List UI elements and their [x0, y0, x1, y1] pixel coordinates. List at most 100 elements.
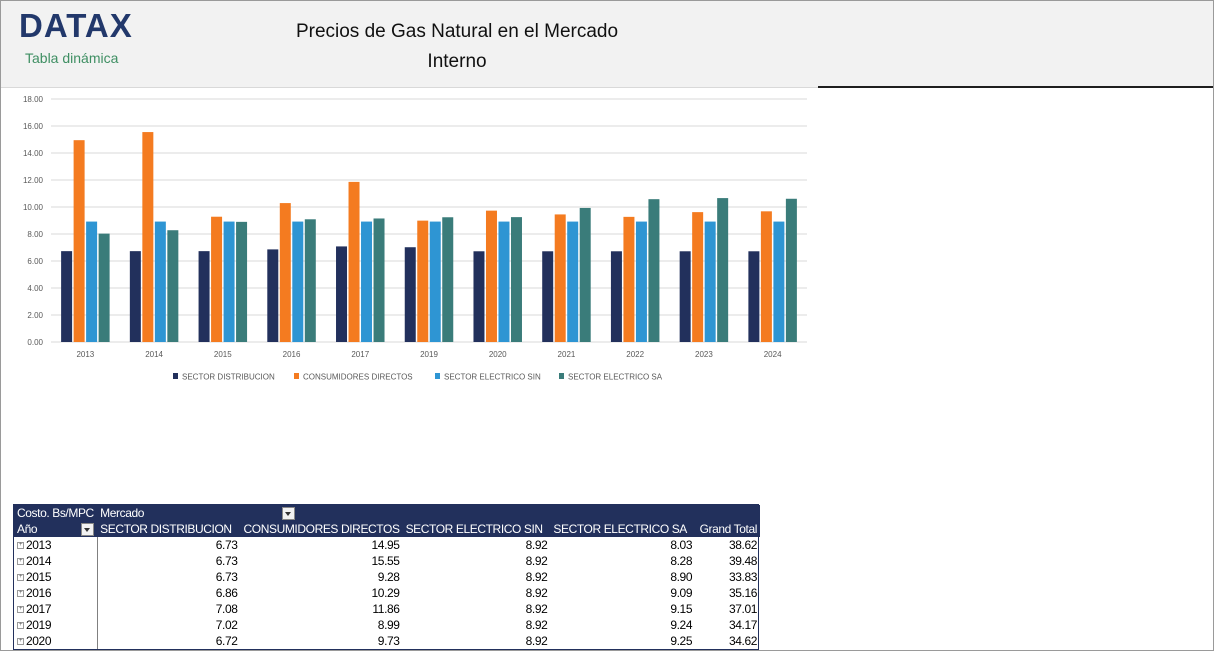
pivot-cell[interactable]: 8.03 — [670, 538, 693, 552]
pivot-column-header[interactable]: CONSUMIDORES DIRECTOS — [240, 521, 403, 537]
x-tick-label: 2023 — [695, 350, 713, 359]
pivot-cell[interactable]: 9.25 — [670, 634, 693, 648]
pivot-header-row-1: Costo. Bs/MPC Mercado — [14, 505, 760, 521]
pivot-cell[interactable]: 39.48 — [728, 554, 757, 568]
pivot-column-header[interactable]: SECTOR DISTRIBUCION — [97, 521, 241, 537]
header-divider — [818, 86, 1213, 88]
bar-2021-1 — [542, 251, 554, 342]
title-line-2: Interno — [427, 51, 487, 72]
pivot-cell[interactable]: 33.83 — [728, 570, 757, 584]
pivot-data-row: +2016 6.86 10.29 8.92 9.09 35.16 — [14, 585, 760, 601]
pivot-cell[interactable]: 34.17 — [728, 618, 757, 632]
bar-2017-2 — [348, 181, 360, 342]
pivot-row-year[interactable]: +2016 — [14, 585, 98, 601]
pivot-cell[interactable]: 9.09 — [670, 586, 693, 600]
pivot-cell[interactable]: 8.92 — [525, 618, 548, 632]
pivot-cell[interactable]: 34.62 — [728, 634, 757, 648]
x-tick-label: 2022 — [626, 350, 644, 359]
bar-2022-3 — [635, 221, 647, 342]
pivot-row-year[interactable]: +2020 — [14, 633, 98, 649]
pivot-cell[interactable]: 8.92 — [525, 538, 548, 552]
pivot-cell[interactable]: 7.02 — [215, 618, 238, 632]
pivot-row-year[interactable]: +2017 — [14, 601, 98, 617]
bar-2019-1 — [404, 247, 416, 342]
pivot-cell[interactable]: 35.16 — [728, 586, 757, 600]
bar-2020-2 — [485, 210, 497, 342]
pivot-cell[interactable]: 6.72 — [215, 634, 238, 648]
bar-2016-2 — [279, 203, 291, 342]
legend-swatch — [435, 373, 440, 379]
expand-icon[interactable]: + — [17, 606, 24, 614]
expand-icon[interactable]: + — [17, 590, 24, 598]
pivot-cell[interactable]: 9.15 — [670, 602, 693, 616]
pivot-cell[interactable]: 15.55 — [371, 554, 400, 568]
mercado-label: Mercado — [100, 506, 145, 520]
pivot-column-header[interactable]: SECTOR ELECTRICO SIN — [402, 521, 551, 537]
x-tick-label: 2020 — [489, 350, 507, 359]
pivot-cell[interactable]: 38.62 — [728, 538, 757, 552]
legend-swatch — [294, 373, 299, 379]
y-tick-label: 8.00 — [27, 230, 43, 239]
pivot-cell[interactable]: 9.28 — [377, 570, 400, 584]
pivot-data-row: +2019 7.02 8.99 8.92 9.24 34.17 — [14, 617, 760, 633]
bar-2016-4 — [304, 219, 316, 342]
expand-icon[interactable]: + — [17, 574, 24, 582]
pivot-cell[interactable]: 6.86 — [215, 586, 238, 600]
pivot-cell[interactable]: 37.01 — [728, 602, 757, 616]
pivot-cell[interactable]: 8.28 — [670, 554, 693, 568]
legend-label: SECTOR ELECTRICO SA — [568, 373, 663, 382]
pivot-table[interactable]: Costo. Bs/MPC Mercado Año SECTOR DISTRIB… — [14, 505, 760, 649]
pivot-cell[interactable]: 6.73 — [215, 554, 238, 568]
title-line-1: Precios de Gas Natural en el Mercado — [295, 21, 619, 42]
pivot-row-year[interactable]: +2014 — [14, 553, 98, 569]
bar-2013-1 — [61, 251, 73, 342]
bar-chart[interactable]: 0.00 2.00 4.00 6.00 8.00 10.00 12.00 14.00 16.00… — [11, 89, 811, 389]
pivot-data-row: +2017 7.08 11.86 8.92 9.15 37.01 — [14, 601, 760, 617]
pivot-cell[interactable]: 8.99 — [377, 618, 400, 632]
pivot-cell[interactable]: 7.08 — [215, 602, 238, 616]
bar-2023-3 — [704, 221, 716, 342]
pivot-cell[interactable]: 6.73 — [215, 570, 238, 584]
pivot-cell[interactable]: 8.92 — [525, 586, 548, 600]
pivot-cell[interactable]: 9.24 — [670, 618, 693, 632]
pivot-row-field: Año — [14, 521, 98, 537]
expand-icon[interactable]: + — [17, 542, 24, 550]
year-label: 2014 — [26, 554, 52, 568]
bar-2020-4 — [510, 217, 522, 342]
pivot-cell[interactable]: 8.92 — [525, 634, 548, 648]
pivot-cell[interactable]: 8.92 — [525, 570, 548, 584]
expand-icon[interactable]: + — [17, 622, 24, 630]
expand-icon[interactable]: + — [17, 558, 24, 566]
pivot-cell[interactable]: 8.92 — [525, 602, 548, 616]
pivot-row-year[interactable]: +2015 — [14, 569, 98, 585]
ano-label: Año — [17, 522, 38, 536]
pivot-cell[interactable]: 14.95 — [371, 538, 400, 552]
expand-icon[interactable]: + — [17, 638, 24, 646]
pivot-column-header[interactable]: Grand Total — [695, 521, 760, 537]
pivot-cell[interactable]: 8.90 — [670, 570, 693, 584]
pivot-cell[interactable]: 10.29 — [371, 586, 400, 600]
pivot-cell[interactable]: 6.73 — [215, 538, 238, 552]
ano-filter-dropdown-icon[interactable] — [81, 523, 95, 537]
bar-2021-4 — [579, 207, 591, 342]
bar-2024-1 — [748, 251, 760, 342]
bar-2022-1 — [610, 251, 622, 342]
y-tick-label: 16.00 — [23, 122, 44, 131]
x-tick-label: 2014 — [145, 350, 163, 359]
pivot-row-year[interactable]: +2013 — [14, 537, 98, 553]
bar-2024-2 — [760, 211, 772, 342]
page-title: Precios de Gas Natural en el Mercado Int… — [231, 17, 683, 77]
datax-logo: DATAX — [19, 7, 133, 44]
mercado-filter-dropdown-icon[interactable] — [282, 507, 296, 521]
bar-2015-3 — [223, 221, 235, 342]
bar-2024-4 — [785, 198, 797, 342]
pivot-cell[interactable]: 9.73 — [377, 634, 400, 648]
pivot-cell[interactable]: 8.92 — [525, 554, 548, 568]
pivot-data-row: +2014 6.73 15.55 8.92 8.28 39.48 — [14, 553, 760, 569]
bar-2013-3 — [86, 221, 98, 342]
y-tick-label: 6.00 — [27, 257, 43, 266]
pivot-row-year[interactable]: +2019 — [14, 617, 98, 633]
pivot-cell[interactable]: 11.86 — [372, 602, 400, 616]
pivot-column-header[interactable]: SECTOR ELECTRICO SA — [550, 521, 696, 537]
bar-2019-3 — [429, 221, 441, 342]
